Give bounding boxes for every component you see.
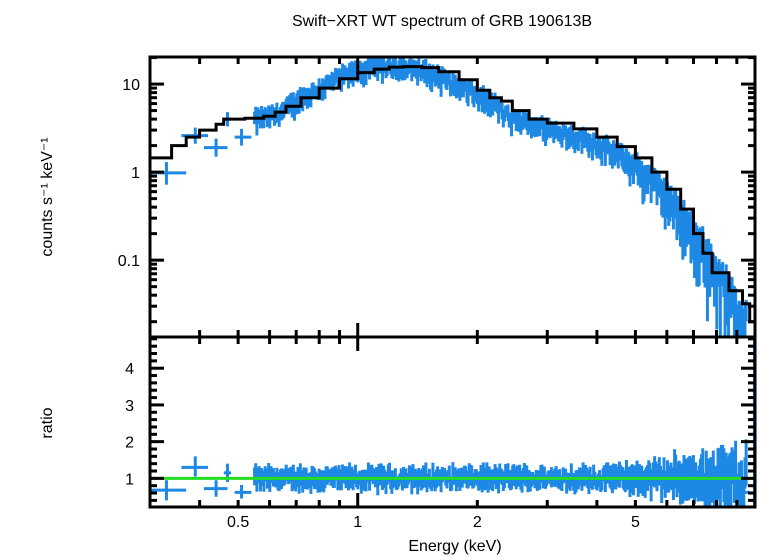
y-axis-label-ratio: ratio: [39, 407, 56, 438]
x-tick-label: 0.5: [227, 514, 249, 531]
y-tick-label: 3: [125, 398, 134, 415]
model-layer: [150, 65, 755, 324]
y-tick-label: 10: [122, 77, 140, 94]
x-tick-label: 5: [631, 514, 640, 531]
y-tick-label: 2: [125, 435, 134, 452]
x-tick-label: 1: [353, 514, 362, 531]
ratio-data-layer: [150, 337, 756, 507]
y-tick-label: 0.1: [118, 253, 140, 270]
y-tick-label: 4: [125, 361, 134, 378]
spectrum-data-layer: [150, 57, 748, 337]
y-axis-label-spectrum: counts s⁻¹ keV⁻¹: [39, 137, 56, 256]
ratio-panel: 0.5 1 2 5 1 2 3 4: [125, 335, 757, 531]
chart-title: Swift−XRT WT spectrum of GRB 190613B: [292, 13, 592, 30]
y-tick-label: 1: [125, 471, 134, 488]
ratio-frame: [148, 335, 757, 509]
model-step-line: [150, 65, 755, 324]
spectrum-panel: 0.1 1 10: [118, 55, 757, 339]
ratio-axes: 0.5 1 2 5 1 2 3 4: [125, 335, 757, 531]
y-tick-label: 1: [131, 165, 140, 182]
x-axis-label: Energy (keV): [408, 538, 501, 555]
x-tick-label: 2: [473, 514, 482, 531]
